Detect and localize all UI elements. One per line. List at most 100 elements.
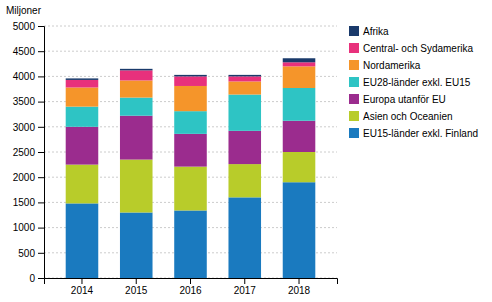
y-tick-line	[38, 202, 44, 203]
y-tick-line	[38, 26, 44, 27]
legend-item: Nordamerika	[349, 60, 421, 71]
axis-line	[38, 27, 45, 279]
bar-series	[66, 58, 316, 80]
bar	[228, 81, 261, 94]
legend-swatch	[349, 26, 359, 36]
legend-label: EU15-länder exkl. Finland	[363, 128, 478, 139]
y-tick-label: 500	[18, 248, 35, 259]
bar	[120, 116, 153, 160]
bar	[66, 165, 99, 204]
bar	[283, 58, 316, 62]
grid	[44, 26, 337, 278]
x-tick: 2014	[71, 278, 94, 296]
y-tick-line	[38, 102, 44, 103]
legend-item: EU15-länder exkl. Finland	[349, 128, 478, 139]
bar	[283, 66, 316, 88]
legend-label: Nordamerika	[363, 60, 421, 71]
bar	[174, 167, 207, 211]
bar	[174, 210, 207, 278]
y-tick-line	[38, 76, 44, 77]
legend-swatch	[349, 60, 359, 70]
bar	[120, 212, 153, 278]
legend-label: Afrika	[363, 26, 389, 37]
x-tick: 2016	[179, 278, 202, 296]
y-tick: 1500	[13, 197, 44, 208]
y-tick-line	[38, 177, 44, 178]
legend-label: Asien och Oceanien	[363, 111, 453, 122]
plot: 2014 2015 2016 2017 2018 0 500 1000 1500 2000 2500…	[13, 21, 338, 296]
x-tick: 2017	[234, 278, 257, 296]
bar-series	[66, 66, 316, 111]
y-tick-line	[38, 152, 44, 153]
y-tick-label: 2500	[13, 147, 36, 158]
bar-series	[66, 62, 316, 87]
y-tick-line	[38, 228, 44, 229]
y-tick-label: 3500	[13, 96, 36, 107]
bar	[120, 98, 153, 116]
y-tick-line	[38, 253, 44, 254]
x-tick: 2015	[125, 278, 148, 296]
legend-item: Europa utanför EU	[349, 94, 446, 105]
legend-label: Central- och Sydamerika	[363, 43, 473, 54]
bar	[283, 121, 316, 152]
x-tick: 2018	[288, 278, 311, 296]
bar	[228, 164, 261, 197]
bar	[120, 80, 153, 97]
x-tick-label: 2015	[125, 285, 148, 296]
x-tick-line	[81, 278, 82, 284]
y-tick-label: 1500	[13, 197, 36, 208]
bar	[228, 197, 261, 278]
legend-item: Central- och Sydamerika	[349, 43, 473, 54]
y-tick: 4500	[13, 46, 44, 57]
x-tick-line	[244, 278, 245, 284]
y-tick-label: 2000	[13, 172, 36, 183]
bar	[120, 69, 153, 71]
y-tick: 3500	[13, 96, 44, 107]
grid-line	[44, 26, 337, 27]
bar	[228, 131, 261, 164]
bar	[228, 95, 261, 131]
x-tick-label: 2014	[71, 285, 94, 296]
bar	[66, 203, 99, 278]
legend-label: Europa utanför EU	[363, 94, 446, 105]
bar	[283, 182, 316, 278]
bar	[174, 75, 207, 77]
y-tick-line	[38, 127, 44, 128]
y-tick-label: 0	[29, 273, 35, 284]
y-tick-label: 1000	[13, 222, 36, 233]
legend-swatch	[349, 111, 359, 121]
legend-label: EU28-länder exkl. EU15	[363, 77, 471, 88]
grid-line	[44, 51, 337, 52]
legend-item: EU28-länder exkl. EU15	[349, 77, 471, 88]
y-tick: 3000	[13, 122, 44, 133]
bar	[174, 134, 207, 167]
y-tick-label: 3000	[13, 122, 36, 133]
legend-swatch	[349, 94, 359, 104]
bar	[283, 62, 316, 66]
bar	[228, 75, 261, 77]
x-tick-line	[136, 278, 137, 284]
y-tick: 5000	[13, 21, 44, 32]
x-tick-label: 2018	[288, 285, 311, 296]
legend-item: Asien och Oceanien	[349, 111, 453, 122]
bars	[66, 58, 316, 278]
bar	[228, 76, 261, 81]
bar	[174, 76, 207, 86]
bar	[283, 88, 316, 121]
y-tick-line	[38, 51, 44, 52]
chart: 2014 2015 2016 2017 2018 0 500 1000 1500 2000 2500…	[0, 0, 492, 302]
legend-swatch	[349, 77, 359, 87]
y-tick-line	[38, 278, 44, 279]
bar	[66, 107, 99, 127]
bar	[66, 80, 99, 88]
legend: Afrika Central- och Sydamerika Nordamerika…	[349, 26, 478, 139]
axis-line	[45, 279, 338, 285]
bar	[66, 87, 99, 106]
y-tick: 1000	[13, 222, 44, 233]
legend-item: Afrika	[349, 26, 389, 37]
legend-swatch	[349, 128, 359, 138]
y-tick-label: 4000	[13, 71, 36, 82]
y-tick: 0	[29, 273, 44, 284]
y-axis-label: Miljoner	[6, 5, 42, 16]
bar	[174, 111, 207, 134]
